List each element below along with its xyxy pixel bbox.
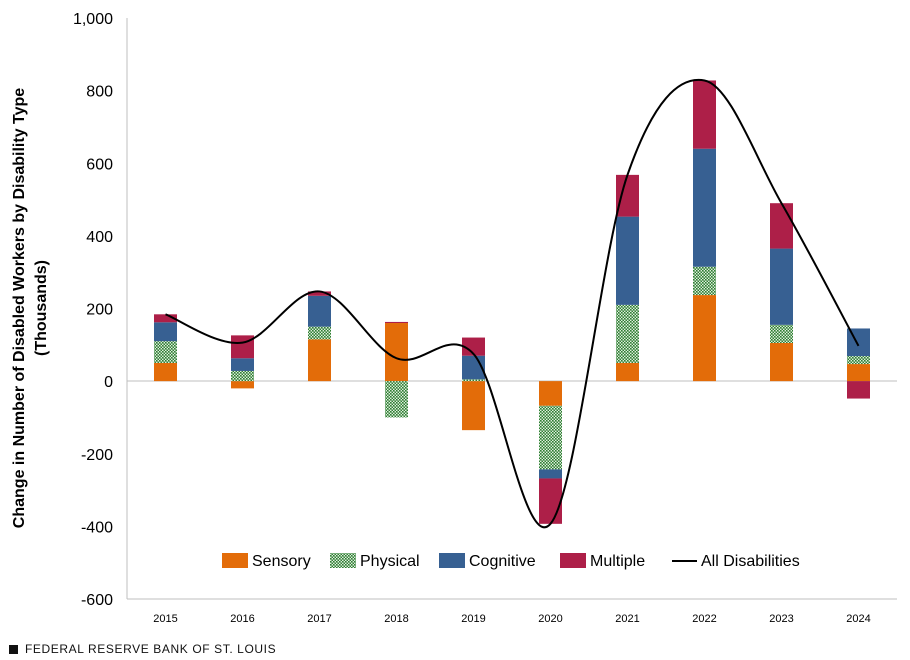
y-axis-title-units: (Thousands) bbox=[33, 260, 50, 356]
bar-cognitive-2022 bbox=[693, 148, 716, 267]
bar-sensory-2023 bbox=[770, 342, 793, 382]
legend-label-cognitive: Cognitive bbox=[469, 553, 536, 570]
x-tick-label: 2023 bbox=[769, 613, 793, 625]
bar-physical-2015 bbox=[154, 341, 177, 363]
x-axis-labels: 2015 2016 2017 2018 2019 2020 2021 2022 2023 2024 bbox=[153, 613, 870, 625]
bar-cognitive-2016 bbox=[231, 358, 254, 371]
y-tick-label: 400 bbox=[86, 229, 113, 246]
y-axis-title: Change in Number of Disabled Workers by … bbox=[11, 88, 28, 528]
y-tick-label: 200 bbox=[86, 302, 113, 319]
bar-physical-2024 bbox=[847, 356, 870, 365]
bar-cognitive-2023 bbox=[770, 248, 793, 325]
y-tick-label: 1,000 bbox=[73, 11, 113, 28]
bar-multiple-2021 bbox=[616, 174, 639, 217]
legend-label-multiple: Multiple bbox=[590, 553, 645, 570]
bar-multiple-2020 bbox=[539, 478, 562, 524]
y-tick-label: -200 bbox=[81, 447, 113, 464]
x-tick-label: 2024 bbox=[846, 613, 870, 625]
x-tick-label: 2022 bbox=[692, 613, 716, 625]
bar-multiple-2023 bbox=[770, 203, 793, 249]
legend-label-physical: Physical bbox=[360, 553, 420, 570]
y-tick-label: -600 bbox=[81, 592, 113, 609]
y-tick-label: 0 bbox=[104, 374, 113, 391]
x-tick-label: 2020 bbox=[538, 613, 562, 625]
x-tick-label: 2019 bbox=[461, 613, 485, 625]
y-tick-label: -400 bbox=[81, 519, 113, 536]
source-footer: FEDERAL RESERVE BANK OF ST. LOUIS bbox=[9, 642, 276, 656]
bar-sensory-2020 bbox=[539, 381, 562, 406]
bar-physical-2020 bbox=[539, 405, 562, 470]
bar-physical-2017 bbox=[308, 326, 331, 340]
bar-sensory-2021 bbox=[616, 362, 639, 382]
legend: Sensory Physical Cognitive Multiple All … bbox=[222, 553, 800, 570]
bar-cognitive-2020 bbox=[539, 469, 562, 479]
bar-sensory-2016 bbox=[231, 381, 254, 389]
all-disabilities-line bbox=[165, 78, 860, 529]
y-axis-ticks: 1,000 800 600 400 200 0 -200 -400 -600 bbox=[73, 11, 113, 609]
x-tick-label: 2018 bbox=[384, 613, 408, 625]
legend-swatch-multiple bbox=[560, 553, 586, 568]
bar-multiple-2016 bbox=[231, 335, 254, 359]
bar-physical-2022 bbox=[693, 266, 716, 296]
bar-sensory-2022 bbox=[693, 295, 716, 382]
bar-cognitive-2015 bbox=[154, 322, 177, 342]
x-tick-label: 2021 bbox=[615, 613, 639, 625]
bar-physical-2021 bbox=[616, 304, 639, 363]
y-tick-label: 800 bbox=[86, 84, 113, 101]
stacked-bars bbox=[154, 80, 870, 524]
x-tick-label: 2015 bbox=[153, 613, 177, 625]
bar-cognitive-2017 bbox=[308, 295, 331, 327]
source-text: FEDERAL RESERVE BANK OF ST. LOUIS bbox=[25, 642, 277, 656]
legend-label-all-disabilities: All Disabilities bbox=[701, 553, 800, 570]
bar-physical-2018 bbox=[385, 381, 408, 418]
bar-multiple-2024 bbox=[847, 381, 870, 399]
legend-swatch-cognitive bbox=[439, 553, 465, 568]
bar-multiple-2019 bbox=[462, 337, 485, 356]
bar-physical-2023 bbox=[770, 324, 793, 343]
x-tick-label: 2017 bbox=[307, 613, 331, 625]
legend-swatch-physical bbox=[330, 553, 356, 568]
x-tick-label: 2016 bbox=[230, 613, 254, 625]
bar-multiple-2015 bbox=[154, 314, 177, 323]
bar-multiple-2018 bbox=[385, 321, 408, 324]
bar-sensory-2017 bbox=[308, 339, 331, 382]
bar-cognitive-2021 bbox=[616, 216, 639, 305]
bar-sensory-2024 bbox=[847, 364, 870, 382]
y-tick-label: 600 bbox=[86, 156, 113, 173]
bar-sensory-2019 bbox=[462, 381, 485, 431]
legend-swatch-sensory bbox=[222, 553, 248, 568]
chart: Change in Number of Disabled Workers by … bbox=[11, 11, 897, 625]
bar-multiple-2022 bbox=[693, 80, 716, 149]
source-square-icon bbox=[9, 644, 18, 654]
bar-multiple-2017 bbox=[308, 291, 331, 296]
bar-physical-2019 bbox=[462, 379, 485, 382]
bar-sensory-2015 bbox=[154, 362, 177, 382]
bar-sensory-2018 bbox=[385, 323, 408, 382]
bar-physical-2016 bbox=[231, 370, 254, 382]
legend-label-sensory: Sensory bbox=[252, 553, 311, 570]
